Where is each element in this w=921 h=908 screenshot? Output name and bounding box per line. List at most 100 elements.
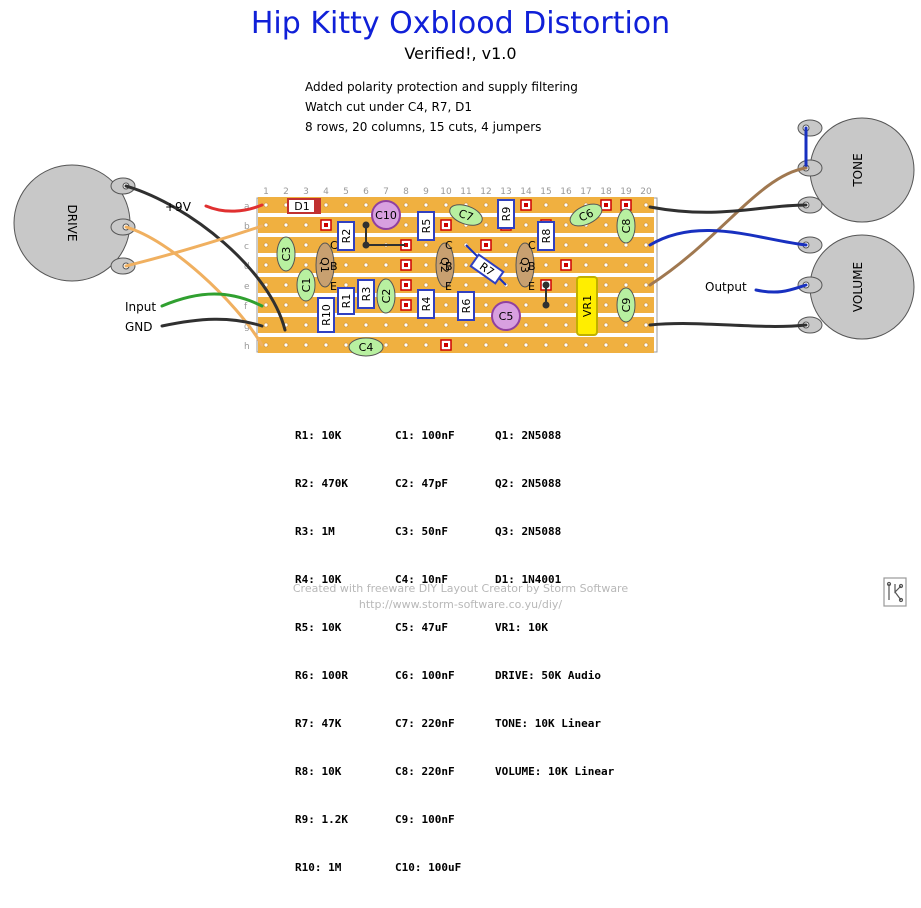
strip-hole: [263, 342, 269, 348]
strip-hole: [283, 242, 289, 248]
input-wire: [160, 292, 264, 308]
strip-hole: [483, 342, 489, 348]
strip-hole: [463, 242, 469, 248]
strip-hole: [443, 202, 449, 208]
parts-list-item: C9: 100nF: [395, 813, 455, 826]
strip-hole: [623, 282, 629, 288]
svg-text:R2: R2: [340, 229, 353, 244]
strip-cut-mark: [524, 203, 528, 207]
svg-text:B: B: [528, 260, 536, 273]
strip-hole: [443, 242, 449, 248]
c6-capacitor: C6: [569, 203, 603, 227]
strip-hole: [323, 282, 329, 288]
svg-text:C8: C8: [620, 219, 633, 234]
strip-hole: [563, 342, 569, 348]
strip-hole: [503, 202, 509, 208]
strip-hole: [403, 242, 409, 248]
strip-hole: [323, 302, 329, 308]
strip-hole: [343, 202, 349, 208]
strip-hole: [623, 222, 629, 228]
strip-hole: [423, 242, 429, 248]
copper-strip: [258, 237, 654, 253]
input-label: Input: [125, 300, 156, 314]
copper-strip: [258, 257, 654, 273]
strip-hole: [643, 322, 649, 328]
copper-strip: [258, 217, 654, 233]
strip-hole: [623, 242, 629, 248]
strip-hole: [263, 302, 269, 308]
strip-hole: [423, 342, 429, 348]
r4-resistor: R4: [417, 289, 435, 319]
strip-hole: [603, 222, 609, 228]
strip-hole: [503, 222, 509, 228]
svg-text:R3: R3: [360, 287, 373, 302]
column-numbers: 1 2 3 4 5 6 7 8 9 10 11 12 13 14 15 16 17 18 19 20: [263, 187, 652, 197]
strip-hole: [483, 262, 489, 268]
transistors: Q1 CBE Q2 CBE Q3 CBE: [315, 239, 536, 293]
strip-hole: [583, 262, 589, 268]
strip-hole: [463, 262, 469, 268]
strip-hole: [603, 342, 609, 348]
c1-capacitor: C1: [296, 268, 316, 302]
strip-hole: [483, 242, 489, 248]
svg-text:C4: C4: [359, 341, 374, 354]
strip-hole: [623, 202, 629, 208]
parts-list-item: C6: 100nF: [395, 669, 455, 682]
strip-hole: [603, 202, 609, 208]
strip-hole: [643, 302, 649, 308]
strip-hole: [543, 242, 549, 248]
strip-cut: [400, 259, 412, 271]
strip-hole: [383, 302, 389, 308]
r3-resistor: R3: [357, 279, 375, 309]
strip-hole: [343, 262, 349, 268]
parts-list-item: VR1: 10K: [495, 621, 548, 634]
parts-list-item: C10: 100uF: [395, 861, 462, 874]
column-number: 11: [460, 187, 471, 197]
strip-hole: [343, 302, 349, 308]
parts-list-item: C4: 10nF: [395, 573, 448, 586]
svg-text:C: C: [445, 239, 453, 252]
svg-text:Q2: Q2: [438, 257, 451, 273]
strip-hole: [283, 282, 289, 288]
svg-text:C7: C7: [457, 207, 475, 224]
strip-hole: [583, 282, 589, 288]
strip-hole: [323, 262, 329, 268]
ground-wire: [160, 317, 264, 328]
svg-text:D1: D1: [294, 200, 309, 213]
strip-hole: [563, 282, 569, 288]
parts-list-item: Q2: 2N5088: [495, 477, 562, 490]
parts-list-item: C2: 47pF: [395, 477, 448, 490]
strip-hole: [523, 302, 529, 308]
strip-hole: [383, 322, 389, 328]
strip-hole: [563, 202, 569, 208]
strip-hole: [503, 262, 509, 268]
strip-hole: [503, 282, 509, 288]
strip-hole: [543, 202, 549, 208]
strip-hole: [403, 202, 409, 208]
strip-hole: [303, 202, 309, 208]
svg-text:R9: R9: [500, 207, 513, 222]
q3-transistor: Q3 CBE: [515, 239, 536, 293]
strip-hole: [463, 302, 469, 308]
parts-list-item: R7: 47K: [295, 717, 342, 730]
r1-resistor: R1: [337, 287, 355, 315]
column-number: 16: [560, 187, 572, 197]
parts-list-item: VOLUME: 10K Linear: [495, 765, 615, 778]
svg-text:R7: R7: [477, 260, 496, 279]
c10-capacitor: C10: [371, 200, 401, 230]
drive-pot-label: DRIVE: [65, 205, 79, 242]
parts-list-item: TONE: 10K Linear: [495, 717, 601, 730]
drive-wire-3: [124, 224, 264, 268]
column-number: 4: [323, 187, 329, 197]
strip-hole: [563, 262, 569, 268]
strip-hole: [523, 282, 529, 288]
strip-hole: [263, 202, 269, 208]
strip-hole: [343, 282, 349, 288]
strip-hole: [303, 342, 309, 348]
strip-cut-mark: [324, 223, 328, 227]
strip-hole: [263, 242, 269, 248]
strip-hole: [423, 282, 429, 288]
strip-hole: [483, 322, 489, 328]
strip-hole: [343, 342, 349, 348]
